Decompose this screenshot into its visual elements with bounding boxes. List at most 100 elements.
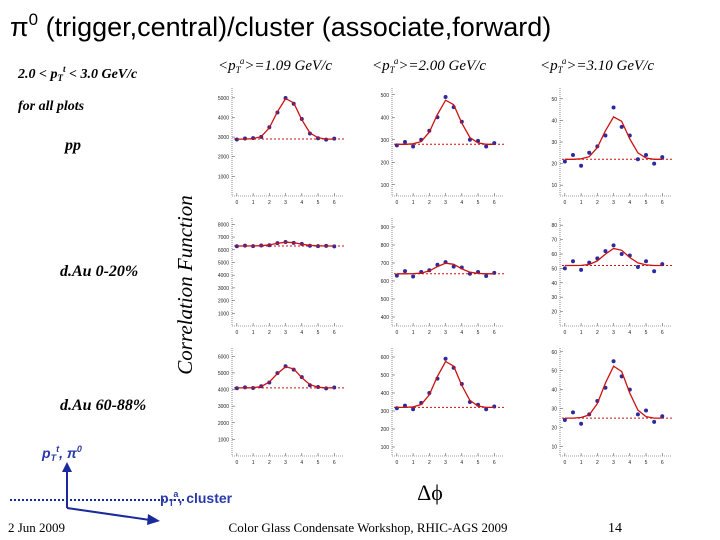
y-tick-label: 40 [551,388,557,394]
y-tick-label: 50 [551,97,557,103]
data-point [660,414,665,419]
x-tick-label: 2 [428,460,431,466]
y-tick-label: 800 [381,243,390,249]
x-tick-label: 6 [661,460,664,466]
x-tick-label: 5 [645,460,648,466]
y-tick-label: 1000 [218,174,229,180]
data-point [411,274,416,279]
a-post: , cluster [178,490,232,506]
y-tick-label: 30 [551,407,557,413]
fit-curve [236,241,335,247]
y-tick-label: 70 [551,238,557,244]
y-tick-label: 400 [381,115,390,121]
x-tick-label: 4 [460,460,463,466]
data-point [484,273,489,278]
x-tick-label: 2 [428,200,431,206]
t-sup: t [56,444,60,454]
y-tick-label: 40 [551,118,557,124]
y-tick-label: 50 [551,266,557,272]
x-tick-label: 5 [317,460,320,466]
h-sup: a [562,56,567,66]
data-point [579,267,584,272]
page-number: 14 [608,521,622,536]
data-point [652,161,657,166]
associate-label: pTa, cluster [160,489,233,508]
x-tick-label: 4 [628,330,631,336]
x-tick-label: 6 [333,460,336,466]
x-tick-label: 0 [563,460,566,466]
y-tick-label: 5000 [218,96,229,102]
x-tick-label: 1 [580,330,583,336]
h-pre: <p [372,58,390,74]
data-point [570,410,575,415]
y-tick-label: 2000 [218,299,229,305]
h-sup: a [394,56,399,66]
column-header: <pTa>=1.09 GeV/c [218,56,332,75]
y-tick-label: 600 [381,279,390,285]
x-tick-label: 5 [477,200,480,206]
x-tick-label: 4 [628,460,631,466]
x-tick-label: 6 [661,200,664,206]
y-tick-label: 3000 [218,135,229,141]
data-point [652,419,657,424]
x-tick-label: 6 [493,460,496,466]
x-tick-label: 3 [284,330,287,336]
data-point [562,418,567,422]
x-tick-label: 4 [300,330,303,336]
x-tick-label: 2 [268,200,271,206]
y-tick-label: 20 [551,426,557,432]
fit-curve [396,99,495,145]
h-post: >=1.09 GeV/c [244,58,332,74]
y-tick-label: 100 [381,445,390,451]
x-tick-label: 5 [477,330,480,336]
y-tick-label: 200 [381,427,390,433]
arrow-head [62,462,72,472]
x-tick-label: 3 [444,330,447,336]
x-tick-label: 2 [268,460,271,466]
x-tick-label: 4 [300,460,303,466]
x-axis-label: Δϕ [417,480,443,505]
x-tick-label: 1 [412,460,415,466]
y-tick-label: 7000 [218,235,229,241]
h-sub: T [558,65,564,75]
fit-curve [396,360,495,409]
x-tick-label: 1 [252,460,255,466]
data-point [660,155,665,160]
data-point [234,386,239,391]
fit-curve [236,97,335,140]
y-tick-label: 50 [551,369,557,375]
x-tick-label: 4 [300,200,303,206]
fit-curve [396,262,495,275]
x-tick-label: 2 [428,330,431,336]
a-sub: T [169,498,175,508]
x-tick-label: 0 [235,200,238,206]
y-tick-label: 60 [551,252,557,258]
data-point [611,243,616,248]
footer-event: Color Glass Condensate Workshop, RHIC-AG… [229,520,508,535]
x-tick-label: 3 [612,460,615,466]
x-tick-label: 1 [252,200,255,206]
data-point [635,264,640,269]
y-tick-label: 300 [381,138,390,144]
data-point [619,124,624,129]
data-point [443,95,448,99]
data-point [411,144,416,149]
x-tick-label: 5 [317,330,320,336]
y-tick-label: 10 [551,445,557,451]
y-axis-label: Correlation Function [173,195,197,374]
y-tick-label: 6000 [218,354,229,360]
a-pre: p [160,490,169,506]
x-tick-label: 1 [412,330,415,336]
y-tick-label: 500 [381,373,390,379]
y-tick-label: 400 [381,391,390,397]
y-tick-label: 200 [381,160,390,166]
h-sup: a [240,56,245,66]
cut-pre: 2.0 < p [17,67,57,82]
x-tick-label: 0 [395,330,398,336]
h-pre: <p [218,58,236,74]
y-tick-label: 20 [551,162,557,168]
y-tick-label: 900 [381,225,390,231]
x-tick-label: 5 [645,330,648,336]
title-text: (trigger,central)/cluster (associate,for… [38,12,551,42]
y-tick-label: 500 [381,297,390,303]
